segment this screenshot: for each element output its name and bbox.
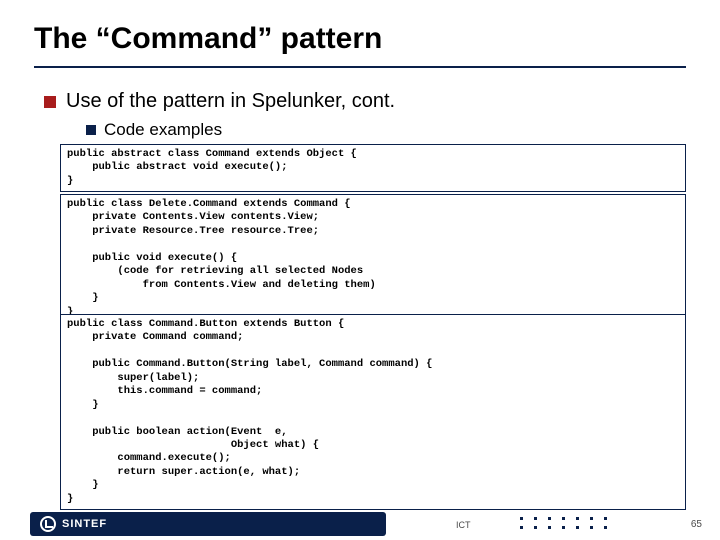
code-box-delete-command: public class Delete.Command extends Comm… [60, 194, 686, 323]
slide-title: The “Command” pattern [34, 22, 382, 56]
footer: SINTEF ICT 65 [0, 508, 720, 540]
bullet-level2: Code examples [86, 120, 222, 140]
brand-logo: SINTEF [40, 516, 107, 532]
bullet-square-navy [86, 125, 96, 135]
footer-dots [520, 517, 610, 532]
brand-logo-icon [40, 516, 56, 532]
title-rule [34, 66, 686, 68]
code-box-command: public abstract class Command extends Ob… [60, 144, 686, 192]
footer-bar: SINTEF [30, 512, 386, 536]
bullet-level1: Use of the pattern in Spelunker, cont. [44, 90, 395, 113]
footer-dept: ICT [456, 520, 471, 530]
brand-logo-text: SINTEF [62, 518, 107, 530]
slide: The “Command” pattern Use of the pattern… [0, 0, 720, 540]
bullet-square-red [44, 96, 56, 108]
page-number: 65 [691, 519, 702, 530]
code-box-command-button: public class Command.Button extends Butt… [60, 314, 686, 510]
bullet-level1-text: Use of the pattern in Spelunker, cont. [66, 90, 395, 113]
bullet-level2-text: Code examples [104, 120, 222, 140]
